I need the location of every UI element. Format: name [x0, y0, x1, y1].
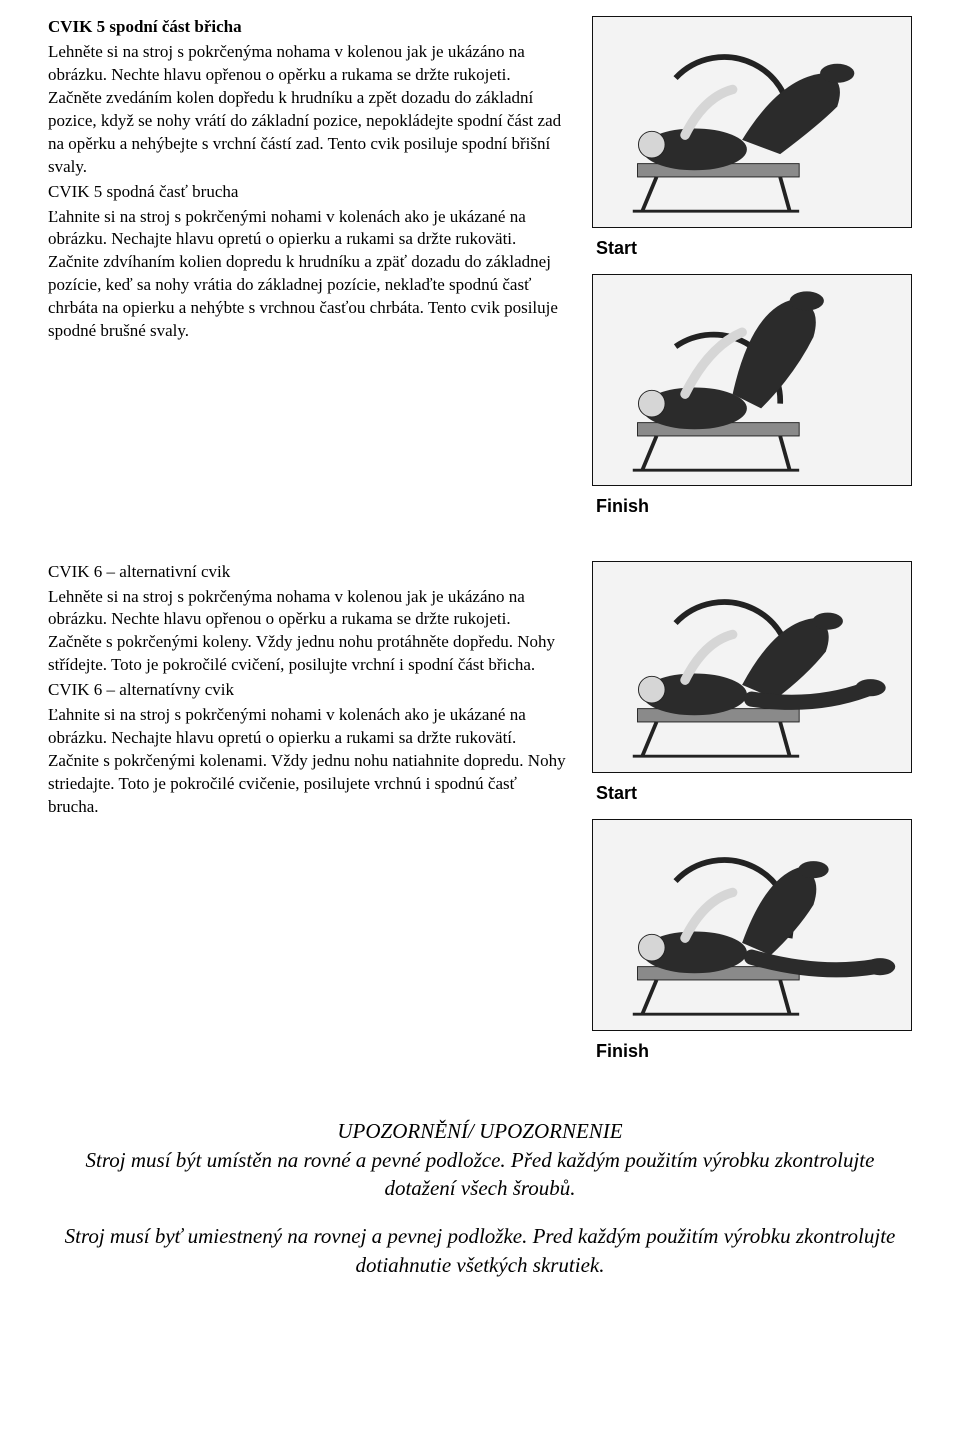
exercise-5-images: Start Finish [592, 16, 912, 533]
exercise-6-row: CVIK 6 – alternativní cvik Lehněte si na… [48, 561, 912, 1078]
ex6-finish-figure [592, 819, 912, 1031]
ex5-cz-body: Lehněte si na stroj s pokrčenýma nohama … [48, 41, 568, 179]
start-label: Start [596, 236, 912, 260]
ex5-cz-title: CVIK 5 spodní část břicha [48, 17, 242, 36]
exercise-5-row: CVIK 5 spodní část břicha Lehněte si na … [48, 16, 912, 533]
exercise-5-text: CVIK 5 spodní část břicha Lehněte si na … [48, 16, 568, 345]
warning-block: UPOZORNĚNÍ/ UPOZORNENIE Stroj musí být u… [48, 1117, 912, 1279]
warning-title: UPOZORNĚNÍ/ UPOZORNENIE [48, 1117, 912, 1145]
ex6-sk-body: Ľahnite si na stroj s pokrčenými nohami … [48, 704, 568, 819]
exercise-6-images: Start Finish [592, 561, 912, 1078]
exercise-illustration-icon [599, 21, 904, 223]
ex6-sk-title: CVIK 6 – alternatívny cvik [48, 679, 568, 702]
exercise-illustration-icon [599, 280, 904, 482]
finish-label: Finish [596, 1039, 912, 1063]
start-label: Start [596, 781, 912, 805]
ex5-sk-title: CVIK 5 spodná časť brucha [48, 181, 568, 204]
ex6-start-figure [592, 561, 912, 773]
exercise-illustration-icon [599, 566, 904, 768]
warning-cz: Stroj musí být umístěn na rovné a pevné … [48, 1146, 912, 1203]
ex5-sk-body: Ľahnite si na stroj s pokrčenými nohami … [48, 206, 568, 344]
exercise-6-text: CVIK 6 – alternativní cvik Lehněte si na… [48, 561, 568, 821]
ex5-start-figure [592, 16, 912, 228]
ex5-finish-figure [592, 274, 912, 486]
ex6-cz-body: Lehněte si na stroj s pokrčenýma nohama … [48, 586, 568, 678]
warning-sk: Stroj musí byť umiestnený na rovnej a pe… [48, 1222, 912, 1279]
ex6-cz-title: CVIK 6 – alternativní cvik [48, 561, 568, 584]
exercise-illustration-icon [599, 824, 904, 1026]
finish-label: Finish [596, 494, 912, 518]
